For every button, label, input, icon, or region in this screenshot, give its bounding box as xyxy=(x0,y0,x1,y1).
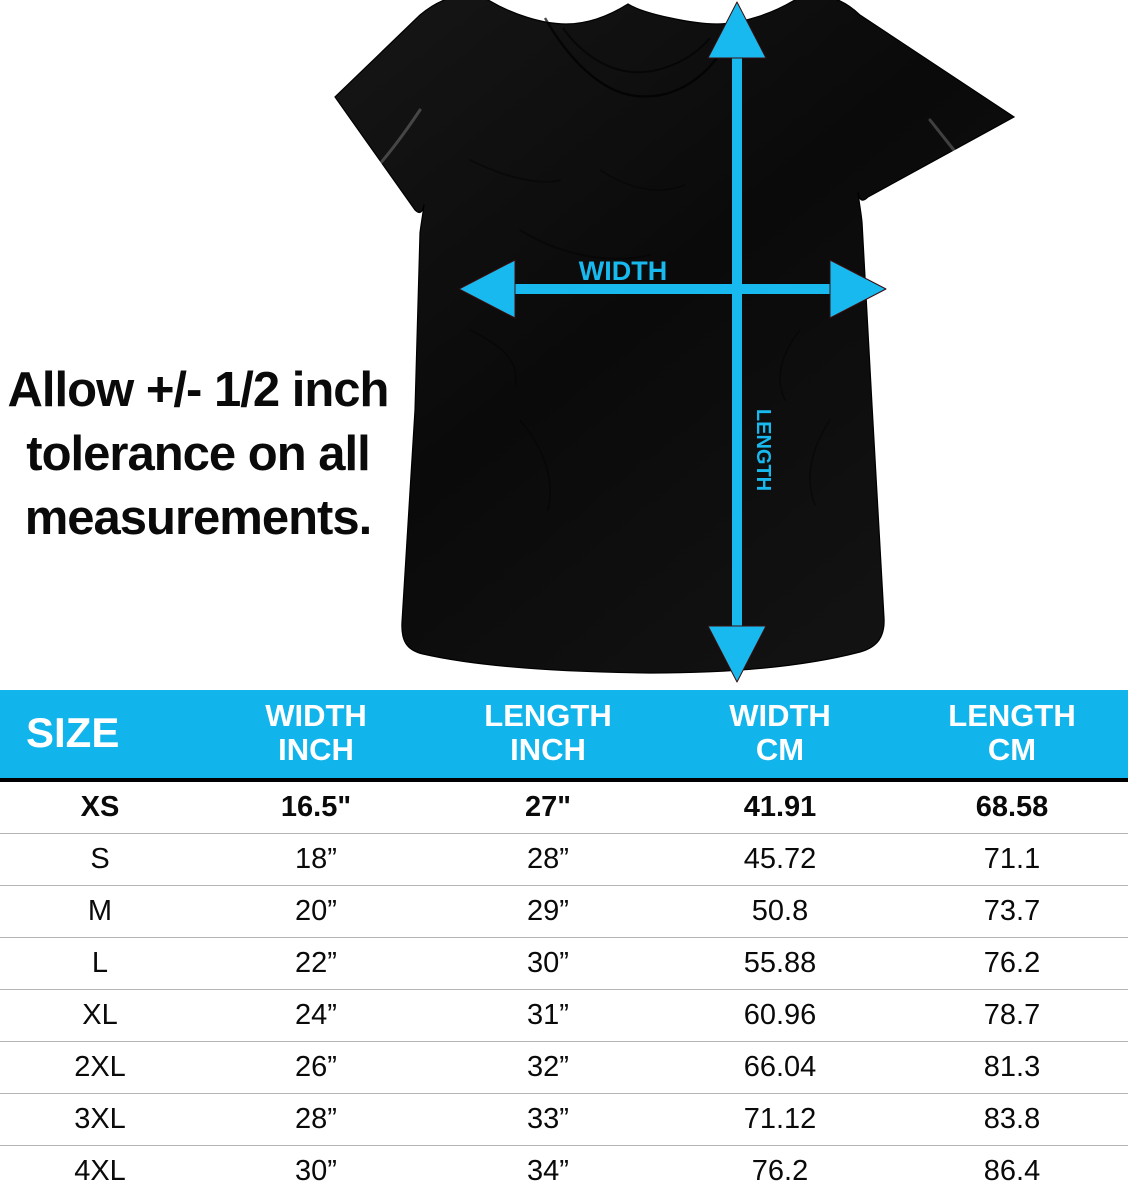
svg-text:WIDTH: WIDTH xyxy=(579,256,667,286)
svg-text:LENGTH: LENGTH xyxy=(752,409,774,491)
